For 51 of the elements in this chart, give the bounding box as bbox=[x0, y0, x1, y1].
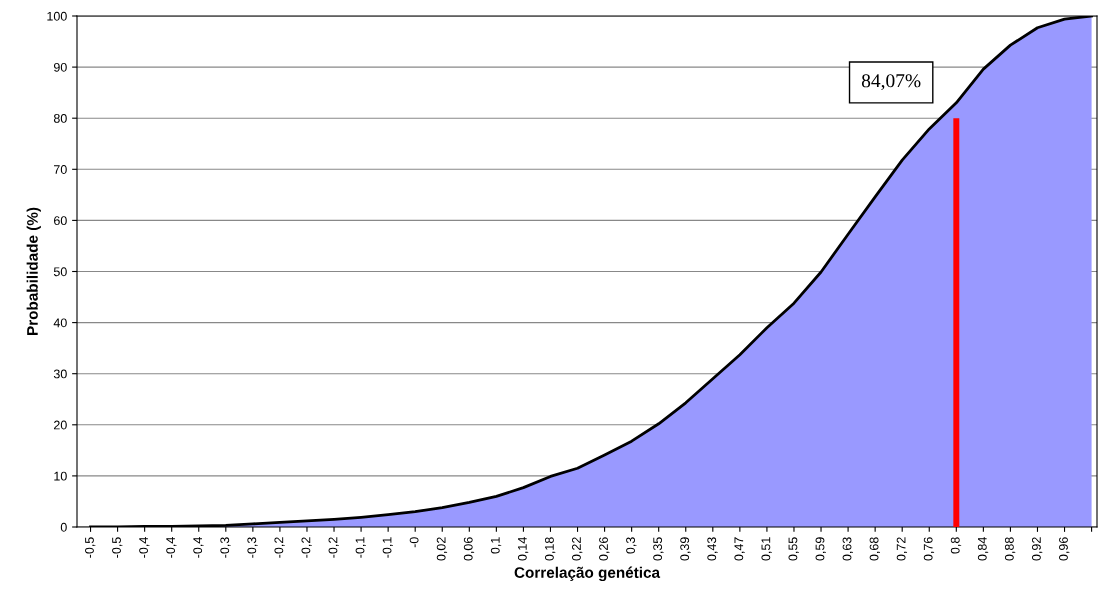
y-tick-label: 30 bbox=[53, 369, 67, 379]
x-tick-label: 0,63 bbox=[842, 537, 853, 561]
x-tick-label: 0,39 bbox=[680, 537, 691, 561]
x-tick-label: -0,4 bbox=[193, 537, 204, 558]
x-tick-label: -0,2 bbox=[328, 537, 339, 558]
y-tick-label: 90 bbox=[53, 62, 67, 72]
x-axis-title: Correlação genética bbox=[514, 566, 661, 582]
x-tick-label: -0,4 bbox=[139, 537, 150, 558]
x-tick-label: 0,59 bbox=[815, 537, 826, 561]
x-tick-label: -0,1 bbox=[355, 537, 366, 558]
x-tick-label: 0,88 bbox=[1004, 537, 1016, 561]
x-tick-label: 0,3 bbox=[626, 537, 637, 554]
y-tick-label: 20 bbox=[54, 420, 67, 430]
y-tick-label: 0 bbox=[60, 522, 67, 532]
x-tick-label: 0,43 bbox=[707, 537, 718, 561]
y-tick-label: 70 bbox=[54, 165, 67, 174]
x-tick-label: 0,02 bbox=[436, 537, 448, 561]
x-tick-label: 0,06 bbox=[463, 537, 475, 561]
x-tick-label: 0,26 bbox=[599, 537, 610, 561]
x-tick-label: -0 bbox=[409, 537, 419, 548]
x-tick-label: -0,5 bbox=[85, 537, 96, 558]
x-tick-label: 0,8 bbox=[950, 537, 962, 554]
y-tick-label: 80 bbox=[53, 114, 67, 123]
x-tick-label: -0,2 bbox=[301, 537, 312, 558]
x-tick-label: -0,5 bbox=[112, 537, 123, 558]
x-tick-label: 0,35 bbox=[653, 537, 664, 561]
x-tick-label: 0,47 bbox=[734, 537, 745, 561]
x-tick-label: 0,96 bbox=[1059, 537, 1070, 561]
x-tick-label: 0,1 bbox=[490, 537, 502, 554]
y-tick-label: 60 bbox=[54, 216, 67, 226]
x-tick-label: 0,18 bbox=[544, 537, 556, 561]
x-tick-label: 0,55 bbox=[788, 537, 799, 561]
x-tick-label: 0,51 bbox=[761, 537, 772, 561]
x-tick-label: 0,92 bbox=[1031, 537, 1043, 561]
x-tick-label: -0,3 bbox=[247, 537, 258, 558]
x-tick-label: -0,1 bbox=[382, 537, 393, 558]
x-tick-label: -0,2 bbox=[274, 537, 285, 558]
x-tick-label: -0,3 bbox=[220, 537, 231, 558]
annotation: 84,07% bbox=[861, 74, 921, 91]
y-axis-title: Probabilidade (%) bbox=[26, 207, 41, 335]
y-tick-label: 10 bbox=[54, 471, 67, 481]
y-tick-label: 50 bbox=[53, 267, 67, 277]
x-tick-label: 0,22 bbox=[572, 537, 583, 561]
y-tick-label: 100 bbox=[47, 11, 67, 21]
x-tick-label: 0,76 bbox=[923, 537, 935, 561]
x-tick-label: 0,72 bbox=[896, 537, 908, 561]
x-tick-label: 0,84 bbox=[977, 537, 989, 561]
x-tick-label: 0,14 bbox=[517, 537, 529, 561]
x-tick-label: -0,4 bbox=[166, 537, 177, 558]
x-tick-label: 0,68 bbox=[869, 537, 880, 561]
y-tick-label: 40 bbox=[53, 318, 67, 328]
